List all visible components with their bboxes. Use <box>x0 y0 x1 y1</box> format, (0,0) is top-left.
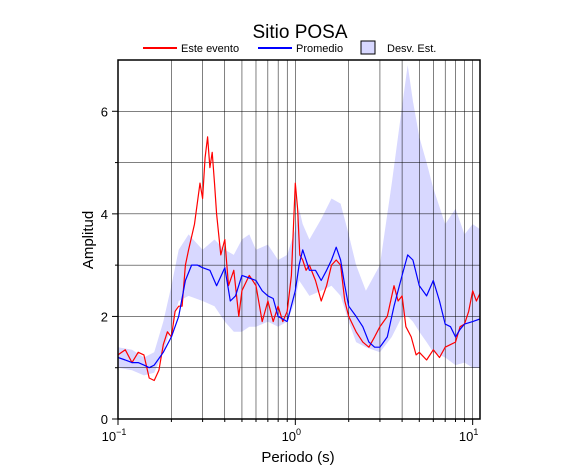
plot-area: 0 2 4 6 10−1 100 101 <box>101 59 481 444</box>
series-line-este-evento <box>118 136 480 382</box>
std-dev-band <box>118 65 480 376</box>
plot-frame <box>117 59 481 420</box>
y-tick-label: 2 <box>101 309 108 324</box>
legend: Este evento Promedio Desv. Est. <box>143 40 436 55</box>
y-axis-label: Amplitud <box>80 211 97 269</box>
legend-swatch-desv-est <box>360 40 376 55</box>
chart-title: Sitio POSA <box>252 22 347 43</box>
x-tick-label: 100 <box>282 427 301 444</box>
legend-label-promedio: Promedio <box>296 43 343 55</box>
x-tick-label: 10−1 <box>102 427 127 444</box>
y-tick-label: 4 <box>101 207 108 222</box>
y-tick-label: 6 <box>101 104 108 119</box>
x-axis-label: Periodo (s) <box>261 449 334 466</box>
series-line-promedio <box>118 246 480 369</box>
legend-label-este-evento: Este evento <box>181 43 239 55</box>
y-tick-label: 0 <box>101 412 108 427</box>
legend-label-desv-est: Desv. Est. <box>387 43 436 55</box>
x-tick-label: 101 <box>459 427 478 444</box>
